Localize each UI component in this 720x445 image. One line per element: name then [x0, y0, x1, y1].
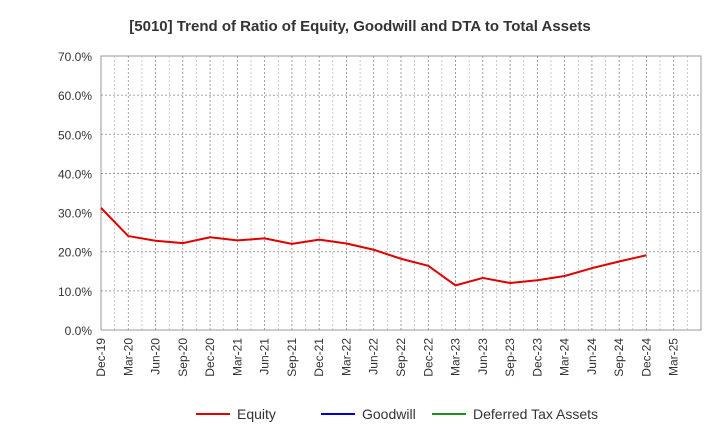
- x-tick-label: Sep-21: [285, 338, 299, 377]
- series-lines: [100, 207, 647, 287]
- y-tick-label: 70.0%: [58, 50, 92, 64]
- x-tick-label: Jun-24: [585, 338, 599, 375]
- x-tick-label: Sep-20: [176, 338, 190, 377]
- legend-item-goodwill: Goodwill: [321, 406, 416, 422]
- x-tick-label: Jun-20: [149, 338, 163, 375]
- x-tick-label: Dec-20: [203, 338, 217, 377]
- y-tick-label: 40.0%: [58, 167, 92, 181]
- x-tick-label: Jun-21: [258, 338, 272, 375]
- x-tick-label: Dec-19: [94, 338, 108, 377]
- legend-item-deferred-tax-assets: Deferred Tax Assets: [432, 406, 598, 422]
- legend: Equity Goodwill Deferred Tax Assets: [196, 406, 598, 422]
- y-tick-label: 20.0%: [58, 246, 92, 260]
- x-tick-label: Sep-22: [394, 338, 408, 377]
- y-tick-label: 30.0%: [58, 207, 92, 221]
- y-tick-label: 50.0%: [58, 128, 92, 142]
- x-tick-label: Mar-24: [558, 338, 572, 376]
- legend-item-equity: Equity: [196, 406, 276, 422]
- x-tick-label: Mar-21: [230, 338, 244, 376]
- x-tick-label: Dec-24: [639, 338, 653, 377]
- x-tick-label: Dec-22: [421, 338, 435, 377]
- x-tick-label: Jun-23: [476, 338, 490, 375]
- x-tick-label: Sep-24: [612, 338, 626, 377]
- x-tick-label: Jun-22: [367, 338, 381, 375]
- x-tick-label: Mar-20: [121, 338, 135, 376]
- legend-label: Deferred Tax Assets: [473, 406, 598, 422]
- x-tick-label: Mar-22: [339, 338, 353, 376]
- y-tick-label: 60.0%: [58, 89, 92, 103]
- x-tick-label: Mar-23: [449, 338, 463, 376]
- y-tick-label: 10.0%: [58, 285, 92, 299]
- x-tick-label: Sep-23: [503, 338, 517, 377]
- x-tick-label: Dec-21: [312, 338, 326, 377]
- x-tick-label: Dec-23: [530, 338, 544, 377]
- axes: 0.0% 10.0% 20.0% 30.0% 40.0% 50.0% 60.0% 70.0% D…: [58, 50, 681, 377]
- chart-title: [5010] Trend of Ratio of Equity, Goodwil…: [129, 18, 590, 35]
- legend-label: Goodwill: [362, 406, 416, 422]
- legend-label: Equity: [237, 406, 276, 422]
- x-tick-label: Mar-25: [667, 338, 681, 376]
- y-tick-label: 0.0%: [65, 324, 93, 338]
- grid: [100, 55, 702, 331]
- series-line-equity: [100, 207, 647, 287]
